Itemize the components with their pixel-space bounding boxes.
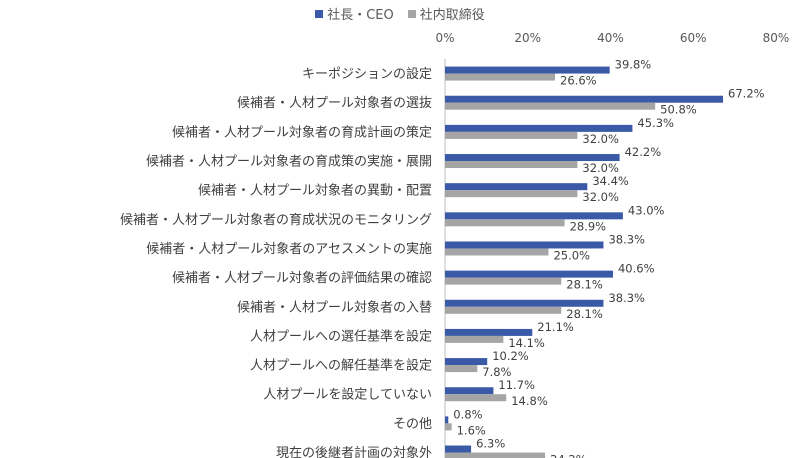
bar-director xyxy=(445,73,556,81)
data-label-ceo: 38.3% xyxy=(608,291,645,305)
bar-director xyxy=(445,248,549,256)
data-label-director: 26.6% xyxy=(560,74,597,88)
legend-label-director: 社内取締役 xyxy=(419,8,485,23)
category-label: 候補者・人材プール対象者の入替 xyxy=(237,300,432,315)
legend-swatch-ceo xyxy=(315,9,324,18)
bar-director xyxy=(445,190,578,198)
x-tick-label: 0% xyxy=(435,31,454,45)
bar-ceo xyxy=(445,270,613,278)
data-label-director: 14.8% xyxy=(511,394,548,408)
data-label-ceo: 42.2% xyxy=(625,145,662,159)
data-label-director: 32.0% xyxy=(582,161,619,175)
data-label-ceo: 39.8% xyxy=(615,58,652,72)
legend-label-ceo: 社長・CEO xyxy=(327,8,394,23)
bar-director xyxy=(445,365,478,373)
bar-ceo xyxy=(445,212,623,220)
bar-director xyxy=(445,452,546,458)
chart-legend: 社長・CEO 社内取締役 xyxy=(0,4,800,23)
bar-ceo xyxy=(445,387,494,395)
data-label-ceo: 11.7% xyxy=(498,378,535,392)
category-label: 人材プールを設定していない xyxy=(263,387,432,403)
data-label-director: 25.0% xyxy=(553,248,590,262)
bar-ceo xyxy=(445,154,620,162)
x-tick-label: 60% xyxy=(680,31,707,45)
bar-director xyxy=(445,161,578,169)
bar-director xyxy=(445,423,452,431)
x-tick-label: 40% xyxy=(597,31,624,45)
data-label-director: 7.8% xyxy=(482,365,511,379)
data-label-director: 32.0% xyxy=(582,190,619,204)
category-label: 候補者・人材プール対象者のアセスメントの実施 xyxy=(146,241,432,257)
category-label: 候補者・人材プール対象者の選抜 xyxy=(237,95,432,111)
category-label: 人材プールへの解任基準を設定 xyxy=(250,358,432,374)
category-label: 候補者・人材プール対象者の評価結果の確認 xyxy=(172,270,432,286)
data-label-director: 1.6% xyxy=(457,423,486,437)
data-label-director: 28.9% xyxy=(570,219,607,233)
data-label-ceo: 21.1% xyxy=(537,320,574,334)
bar-ceo xyxy=(445,358,488,366)
bar-director xyxy=(445,394,507,402)
data-label-director: 32.0% xyxy=(582,132,619,146)
bar-director xyxy=(445,306,562,314)
bar-ceo xyxy=(445,299,604,307)
data-label-director: 28.1% xyxy=(566,278,603,292)
bar-director xyxy=(445,219,565,227)
data-label-ceo: 45.3% xyxy=(637,116,674,130)
x-tick-label: 20% xyxy=(514,31,541,45)
category-label: キーポジションの設定 xyxy=(302,66,432,82)
data-label-director: 50.8% xyxy=(660,103,697,117)
category-label: その他 xyxy=(393,417,432,432)
category-label: 候補者・人材プール対象者の育成策の実施・展開 xyxy=(146,154,432,170)
category-label: 候補者・人材プール対象者の育成計画の策定 xyxy=(172,124,432,140)
data-label-ceo: 67.2% xyxy=(728,87,765,101)
category-label: 候補者・人材プール対象者の異動・配置 xyxy=(198,184,432,199)
category-label: 現在の後継者計画の対象外 xyxy=(276,445,432,458)
bar-director xyxy=(445,335,504,343)
data-label-director: 24.2% xyxy=(550,453,587,458)
bar-ceo xyxy=(445,241,604,249)
bar-ceo xyxy=(445,328,533,336)
bar-ceo xyxy=(445,95,724,103)
bar-ceo xyxy=(445,416,449,424)
data-label-ceo: 10.2% xyxy=(492,349,529,363)
bar-director xyxy=(445,102,656,110)
data-label-ceo: 40.6% xyxy=(618,262,655,276)
bar-director xyxy=(445,277,562,285)
data-label-ceo: 43.0% xyxy=(628,203,665,217)
legend-item-ceo: 社長・CEO xyxy=(315,4,394,23)
bar-ceo xyxy=(445,445,472,453)
category-label: 人材プールへの選任基準を設定 xyxy=(250,328,432,344)
data-label-ceo: 0.8% xyxy=(453,407,482,421)
category-label: 候補者・人材プール対象者の育成状況のモニタリング xyxy=(120,212,432,228)
legend-item-director: 社内取締役 xyxy=(407,4,485,23)
data-label-director: 28.1% xyxy=(566,307,603,321)
x-tick-label: 80% xyxy=(763,31,790,45)
legend-swatch-director xyxy=(407,9,416,18)
data-label-ceo: 38.3% xyxy=(608,232,645,246)
bar-director xyxy=(445,131,578,139)
bar-ceo xyxy=(445,66,610,74)
bar-ceo xyxy=(445,124,633,132)
data-label-ceo: 6.3% xyxy=(476,437,505,451)
bar-ceo xyxy=(445,183,588,191)
data-label-director: 14.1% xyxy=(508,336,545,350)
data-label-ceo: 34.4% xyxy=(592,174,629,188)
